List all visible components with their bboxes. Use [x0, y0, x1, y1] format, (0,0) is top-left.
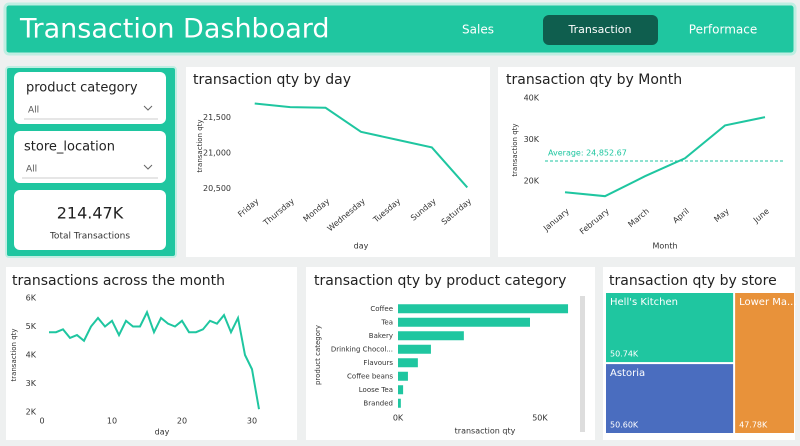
- y-tick-label: 5K: [26, 322, 37, 331]
- x-tick-label: 50K: [532, 414, 548, 423]
- bar: [398, 331, 464, 341]
- line: [49, 309, 260, 410]
- card: [306, 267, 595, 440]
- average-label: Average: 24,852.67: [548, 149, 627, 158]
- bar: [398, 344, 431, 354]
- x-tick-label: 30: [247, 417, 257, 426]
- kpi-value: 214.47K: [57, 204, 124, 223]
- x-axis-label: transaction qty: [455, 427, 516, 436]
- chart-title: transaction qty by day: [193, 72, 351, 88]
- dropdown-icon[interactable]: [143, 164, 153, 170]
- nav-sales[interactable]: Sales: [462, 23, 494, 37]
- treemap-tile: [735, 293, 794, 433]
- x-axis-label: day: [354, 242, 369, 251]
- bar: [398, 398, 401, 408]
- bar: [398, 385, 404, 395]
- y-axis-label: transaction qty: [196, 119, 204, 172]
- x-tick-label: 20: [177, 417, 187, 426]
- chart-title: transaction qty by product category: [314, 273, 566, 289]
- x-axis-label: Month: [652, 242, 677, 251]
- scrollbar[interactable]: [580, 296, 585, 432]
- line: [564, 116, 766, 198]
- card: [186, 67, 490, 257]
- tile-label: Astoria: [610, 368, 645, 379]
- kpi-card: [14, 190, 166, 250]
- chart-title: transaction qty by Month: [506, 72, 682, 88]
- dropdown-icon[interactable]: [143, 105, 153, 111]
- x-tick-label: 0K: [393, 414, 404, 423]
- nav-active-bg[interactable]: [543, 15, 658, 45]
- y-tick-label: 21,000: [203, 149, 231, 158]
- kpi-label: Total Transactions: [49, 232, 130, 242]
- y-tick-label: Tea: [380, 318, 393, 326]
- filter-value[interactable]: All: [28, 106, 39, 116]
- y-tick-label: 21,500: [203, 113, 231, 122]
- bar: [398, 358, 418, 368]
- y-tick-label: 20,500: [203, 184, 231, 193]
- card: [498, 67, 795, 257]
- treemap-tile: [606, 293, 734, 363]
- filter-value[interactable]: All: [26, 165, 37, 175]
- x-tick-label: 10: [107, 417, 117, 426]
- y-tick-label: 40K: [524, 94, 540, 103]
- y-tick-label: 2K: [26, 408, 37, 417]
- bar: [398, 317, 530, 327]
- treemap-tile: [606, 364, 734, 433]
- nav-transaction[interactable]: Transaction: [568, 23, 632, 36]
- bar: [398, 304, 569, 314]
- y-tick-label: 4K: [26, 351, 37, 360]
- y-axis-label: transaction qty: [10, 328, 18, 381]
- y-tick-label: 20K: [524, 177, 540, 186]
- filter-card[interactable]: [14, 72, 166, 124]
- tile-label: Hell's Kitchen: [610, 297, 678, 308]
- y-tick-label: Loose Tea: [359, 386, 393, 394]
- bar: [398, 371, 408, 381]
- line: [254, 102, 469, 189]
- filter-label: store_location: [24, 140, 115, 155]
- filter-label: product category: [26, 81, 138, 96]
- tile-value: 50.60K: [610, 421, 639, 430]
- filter-card[interactable]: [14, 131, 166, 183]
- y-tick-label: 3K: [26, 379, 37, 388]
- chart-title: transaction qty by store: [609, 273, 777, 289]
- header-title: Transaction Dashboard: [19, 14, 330, 45]
- y-tick-label: Branded: [363, 399, 393, 407]
- y-axis-label: transaction qty: [511, 123, 519, 176]
- y-tick-label: Coffee beans: [347, 372, 393, 380]
- tile-value: 50.74K: [610, 350, 639, 359]
- nav-performance[interactable]: Performace: [689, 23, 757, 37]
- y-tick-label: Drinking Chocol...: [331, 345, 393, 353]
- card: [6, 267, 297, 440]
- y-tick-label: Bakery: [369, 332, 393, 340]
- y-tick-label: Flavours: [363, 359, 393, 367]
- y-tick-label: Coffee: [370, 305, 393, 313]
- chart-title: transactions across the month: [12, 273, 225, 289]
- x-axis-label: day: [155, 428, 170, 437]
- y-tick-label: 30K: [524, 135, 540, 144]
- tile-label: Lower Ma...: [739, 297, 796, 308]
- y-tick-label: 6K: [26, 294, 37, 303]
- y-axis-label: product category: [314, 325, 322, 385]
- x-tick-label: 0: [39, 417, 44, 426]
- tile-value: 47.78K: [739, 421, 768, 430]
